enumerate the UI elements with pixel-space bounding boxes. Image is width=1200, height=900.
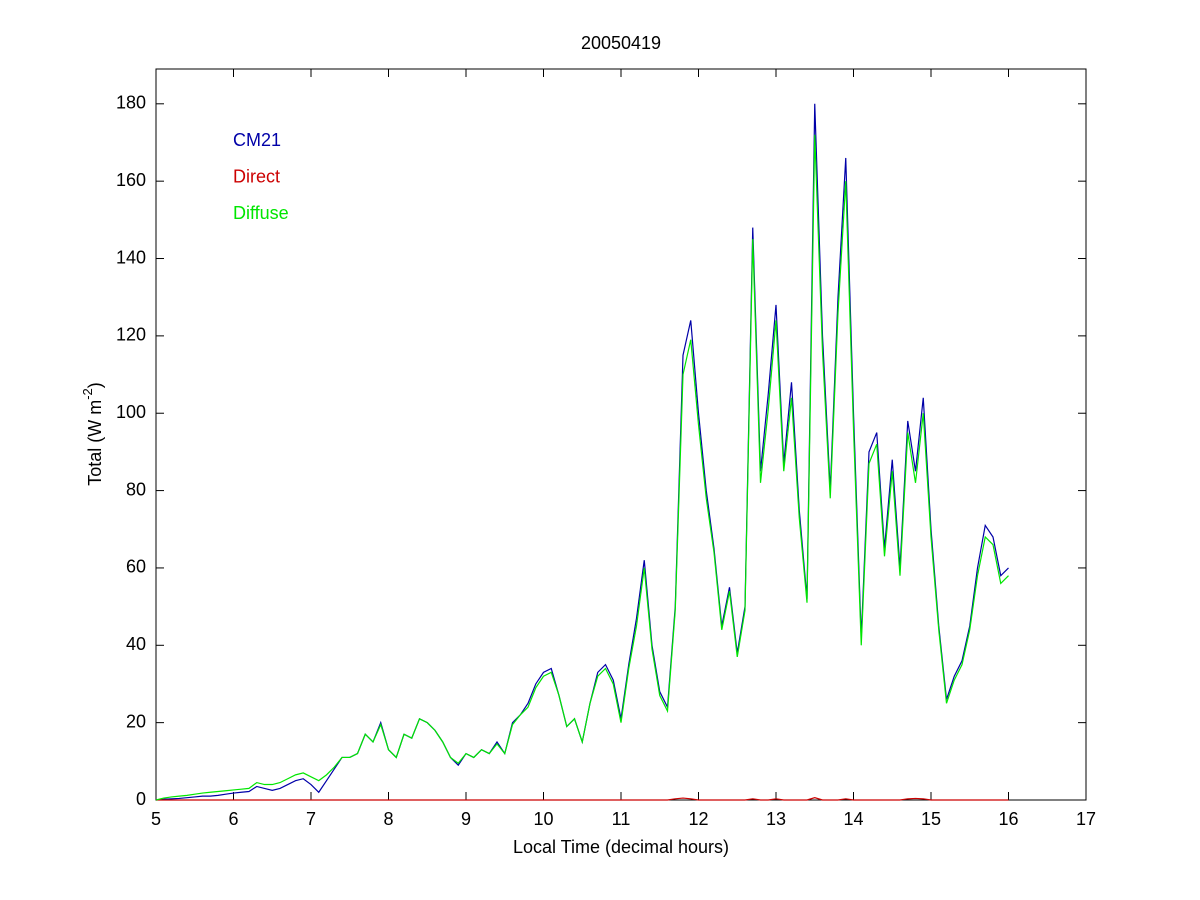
- y-tick-label: 160: [116, 170, 146, 190]
- x-tick-label: 6: [228, 809, 238, 829]
- x-tick-label: 17: [1076, 809, 1096, 829]
- x-axis-label: Local Time (decimal hours): [513, 837, 729, 857]
- y-tick-label: 60: [126, 557, 146, 577]
- y-label-superscript: -2: [80, 388, 95, 400]
- y-tick-label: 40: [126, 634, 146, 654]
- y-tick-label: 0: [136, 789, 146, 809]
- legend-entry: Diffuse: [233, 203, 289, 223]
- x-tick-label: 14: [843, 809, 863, 829]
- y-label-text: Total (W m: [85, 400, 105, 486]
- axes-box: [155, 68, 1087, 801]
- y-tick-label: 140: [116, 247, 146, 267]
- y-label-end: ): [85, 382, 105, 388]
- x-tick-label: 12: [688, 809, 708, 829]
- chart-title: 20050419: [581, 33, 661, 53]
- y-tick-label: 80: [126, 479, 146, 499]
- data-line: [156, 797, 1009, 801]
- data-line: [155, 134, 1009, 801]
- x-tick-label: 15: [921, 809, 941, 829]
- legend-entry: CM21: [233, 130, 281, 150]
- legend-entry: Direct: [233, 166, 280, 186]
- x-tick-label: 5: [151, 809, 161, 829]
- x-tick-label: 11: [612, 809, 631, 829]
- y-tick-label: 180: [116, 93, 146, 113]
- x-tick-label: 9: [461, 809, 471, 829]
- x-tick-label: 13: [766, 809, 786, 829]
- y-tick-label: 100: [116, 402, 146, 422]
- x-tick-label: 7: [306, 809, 316, 829]
- x-tick-label: 10: [533, 809, 553, 829]
- x-tick-label: 8: [383, 809, 393, 829]
- y-tick-label: 120: [116, 325, 146, 345]
- y-axis-label: Total (W m-2): [80, 382, 104, 486]
- x-tick-label: 16: [998, 809, 1018, 829]
- y-tick-label: 20: [126, 711, 146, 731]
